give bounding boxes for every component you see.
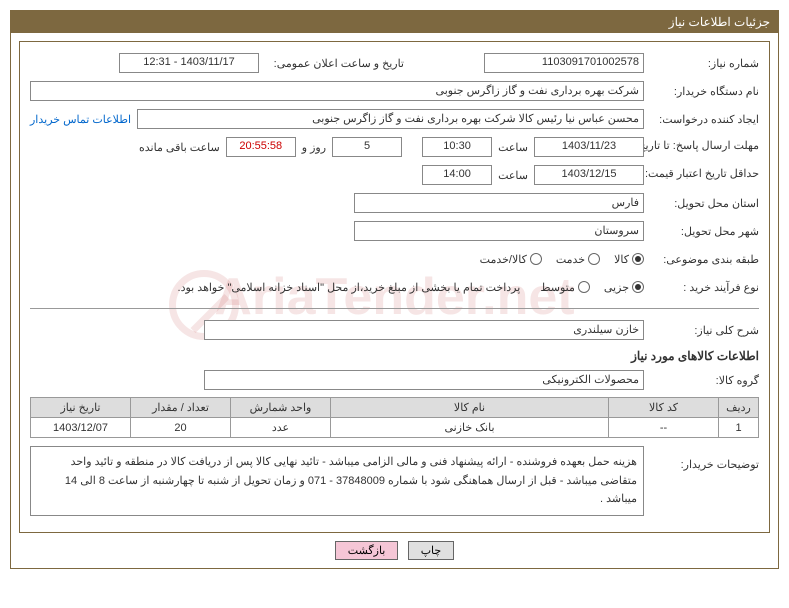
need-number-label: شماره نیاز:: [644, 57, 759, 70]
need-desc-label: شرح کلی نیاز:: [644, 324, 759, 337]
remain-suffix: ساعت باقی مانده: [135, 141, 226, 154]
radio-medium[interactable]: متوسط: [540, 281, 590, 294]
cell-unit: عدد: [231, 418, 331, 438]
radio-goods[interactable]: کالا: [614, 253, 644, 266]
radio-partial[interactable]: جزیی: [604, 281, 644, 294]
days-and-label: روز و: [296, 141, 332, 154]
category-label: طبقه بندی موضوعی:: [644, 253, 759, 266]
radio-dot-icon: [632, 253, 644, 265]
category-radio-group: کالا خدمت کالا/خدمت: [480, 253, 644, 266]
province-label: استان محل تحویل:: [644, 197, 759, 210]
radio-dot-icon: [632, 281, 644, 293]
min-validity-time: 14:00: [422, 165, 492, 185]
th-unit: واحد شمارش: [231, 398, 331, 418]
process-note: پرداخت تمام یا بخشی از مبلغ خرید،از محل …: [174, 281, 521, 294]
th-name: نام کالا: [331, 398, 609, 418]
table-row: 1 -- بانک خازنی عدد 20 1403/12/07: [31, 418, 759, 438]
back-button[interactable]: بازگشت: [335, 541, 399, 560]
city-label: شهر محل تحویل:: [644, 225, 759, 238]
table-header-row: ردیف کد کالا نام کالا واحد شمارش تعداد /…: [31, 398, 759, 418]
radio-goods-label: کالا: [614, 253, 629, 266]
buyer-notes-box: هزینه حمل بعهده فروشنده - ارائه پیشنهاد …: [30, 446, 644, 516]
radio-goods-service[interactable]: کالا/خدمت: [480, 253, 542, 266]
need-number-field: 1103091701002578: [484, 53, 644, 73]
divider: [30, 308, 759, 309]
buyer-notes-label: توضیحات خریدار:: [644, 446, 759, 471]
buyer-org-label: نام دستگاه خریدار:: [644, 85, 759, 98]
radio-dot-icon: [578, 281, 590, 293]
panel-title: جزئیات اطلاعات نیاز: [11, 11, 778, 33]
days-remain: 5: [332, 137, 402, 157]
hour-label-2: ساعت: [492, 169, 534, 182]
hour-label-1: ساعت: [492, 141, 534, 154]
th-qty: تعداد / مقدار: [131, 398, 231, 418]
time-remain: 20:55:58: [226, 137, 296, 157]
th-code: کد کالا: [609, 398, 719, 418]
radio-service-label: خدمت: [556, 253, 585, 266]
main-panel: جزئیات اطلاعات نیاز شماره نیاز: 11030917…: [10, 10, 779, 569]
requester-label: ایجاد کننده درخواست:: [644, 113, 759, 126]
inner-panel: شماره نیاز: 1103091701002578 تاریخ و ساع…: [19, 41, 770, 533]
radio-medium-label: متوسط: [540, 281, 575, 294]
cell-name: بانک خازنی: [331, 418, 609, 438]
radio-dot-icon: [588, 253, 600, 265]
need-desc-field: خازن سیلندری: [204, 320, 644, 340]
goods-group-field: محصولات الکترونیکی: [204, 370, 644, 390]
deadline-send-label: مهلت ارسال پاسخ: تا تاریخ:: [644, 140, 759, 153]
announce-value: 1403/11/17 - 12:31: [119, 53, 259, 73]
radio-goods-service-label: کالا/خدمت: [480, 253, 527, 266]
goods-section-title: اطلاعات کالاهای مورد نیاز: [30, 349, 759, 363]
process-label: نوع فرآیند خرید :: [644, 281, 759, 294]
announce-label: تاریخ و ساعت اعلان عمومی:: [259, 57, 404, 70]
goods-group-label: گروه کالا:: [644, 374, 759, 387]
min-validity-date: 1403/12/15: [534, 165, 644, 185]
deadline-time: 10:30: [422, 137, 492, 157]
cell-qty: 20: [131, 418, 231, 438]
cell-row: 1: [719, 418, 759, 438]
contact-link[interactable]: اطلاعات تماس خریدار: [30, 113, 131, 126]
th-date: تاریخ نیاز: [31, 398, 131, 418]
radio-partial-label: جزیی: [604, 281, 629, 294]
goods-table: ردیف کد کالا نام کالا واحد شمارش تعداد /…: [30, 397, 759, 438]
requester-field: محسن عباس نیا رئیس کالا شرکت بهره برداری…: [137, 109, 644, 129]
city-field: سروستان: [354, 221, 644, 241]
buyer-org-field: شرکت بهره برداری نفت و گاز زاگرس جنوبی: [30, 81, 644, 101]
button-bar: چاپ بازگشت: [19, 541, 770, 560]
print-button[interactable]: چاپ: [408, 541, 455, 560]
province-field: فارس: [354, 193, 644, 213]
process-radio-group: جزیی متوسط: [540, 281, 644, 294]
cell-code: --: [609, 418, 719, 438]
cell-date: 1403/12/07: [31, 418, 131, 438]
radio-service[interactable]: خدمت: [556, 253, 600, 266]
radio-dot-icon: [530, 253, 542, 265]
min-validity-label: حداقل تاریخ اعتبار قیمت: تا تاریخ:: [644, 168, 759, 181]
th-row: ردیف: [719, 398, 759, 418]
deadline-date: 1403/11/23: [534, 137, 644, 157]
